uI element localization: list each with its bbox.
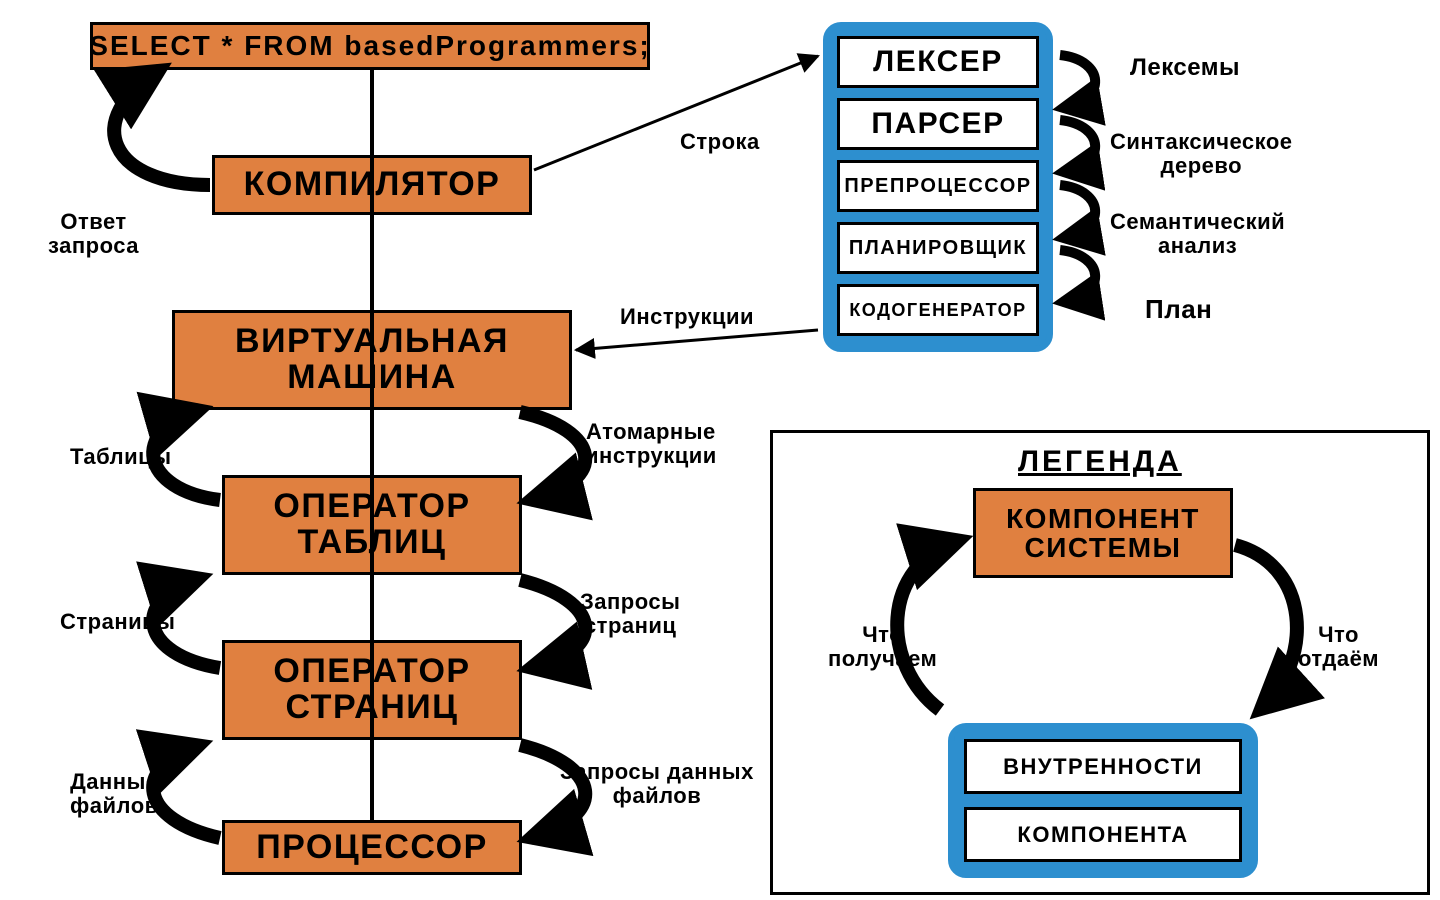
label-syntax-tree: Синтаксическое дерево [1110,130,1293,178]
label-pages: Страницы [60,610,175,634]
label-to-lexer: Строка [680,130,760,154]
legend-component-label: КОМПОНЕНТ СИСТЕМЫ [1006,504,1200,563]
panel-item-lexer: ЛЕКСЕР [837,36,1039,88]
node-compiler: КОМПИЛЯТОР [212,155,532,215]
panel-item-parser-label: ПАРСЕР [871,107,1004,141]
panel-item-codegen-label: КОДОГЕНЕРАТОР [849,300,1026,321]
legend-give: Что отдаём [1298,623,1379,671]
label-semantic: Семантический анализ [1110,210,1285,258]
panel-item-prepro: ПРЕПРОЦЕССОР [837,160,1039,212]
panel-item-prepro-label: ПРЕПРОЦЕССОР [844,175,1031,198]
label-plan: План [1145,295,1212,324]
legend-blue-panel: ВНУТРЕННОСТИ КОМПОНЕНТА [948,723,1258,878]
node-compiler-label: КОМПИЛЯТОР [244,167,501,203]
label-file-req: Запросы данных файлов [560,760,754,808]
node-tables-label: ОПЕРАТОР ТАБЛИЦ [273,489,470,560]
panel-item-codegen: КОДОГЕНЕРАТОР [837,284,1039,336]
node-pages: ОПЕРАТОР СТРАНИЦ [222,640,522,740]
legend-component-box: КОМПОНЕНТ СИСТЕМЫ [973,488,1233,578]
legend-frame: ЛЕГЕНДА КОМПОНЕНТ СИСТЕМЫ Что получаем Ч… [770,430,1430,895]
panel-item-lexer-label: ЛЕКСЕР [873,45,1003,79]
panel-item-parser: ПАРСЕР [837,98,1039,150]
node-processor-label: ПРОЦЕССОР [256,830,488,866]
node-pages-label: ОПЕРАТОР СТРАНИЦ [273,654,470,725]
label-file-data: Данные файлов [70,770,159,818]
node-tables: ОПЕРАТОР ТАБЛИЦ [222,475,522,575]
legend-title: ЛЕГЕНДА [1018,445,1182,479]
label-lexemes: Лексемы [1130,55,1240,81]
label-tables: Таблицы [70,445,171,469]
legend-inner-2-label: КОМПОНЕНТА [1017,822,1188,848]
panel-item-planner-label: ПЛАНИРОВЩИК [849,237,1027,260]
label-page-req: Запросы страниц [580,590,680,638]
label-answer: Ответ запроса [48,210,139,258]
legend-inner-2: КОМПОНЕНТА [964,807,1242,862]
node-vm: ВИРТУАЛЬНАЯ МАШИНА [172,310,572,410]
legend-receive: Что получаем [828,623,937,671]
node-vm-label: ВИРТУАЛЬНАЯ МАШИНА [235,324,509,395]
legend-inner-1-label: ВНУТРЕННОСТИ [1003,754,1203,780]
label-atomic: Атомарные инструкции [585,420,717,468]
panel-item-planner: ПЛАНИРОВЩИК [837,222,1039,274]
label-instructions: Инструкции [620,305,754,329]
sql-query-text: SELECT * FROM basedProgrammers; [89,31,650,60]
sql-query-box: SELECT * FROM basedProgrammers; [90,22,650,70]
legend-inner-1: ВНУТРЕННОСТИ [964,739,1242,794]
diagram-stage: SELECT * FROM basedProgrammers; КОМПИЛЯТ… [0,0,1440,900]
compiler-internals-panel: ЛЕКСЕР ПАРСЕР ПРЕПРОЦЕССОР ПЛАНИРОВЩИК К… [823,22,1053,352]
node-processor: ПРОЦЕССОР [222,820,522,875]
